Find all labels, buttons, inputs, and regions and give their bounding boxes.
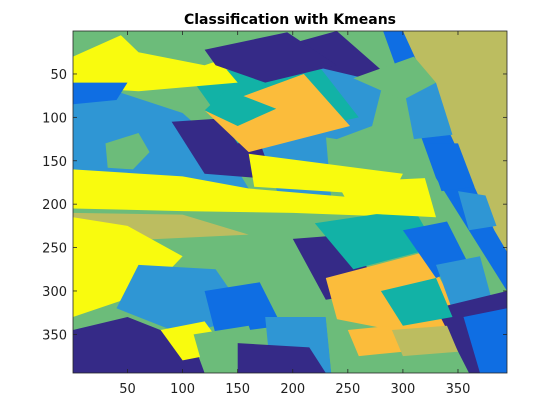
class-region-4: [204, 89, 277, 126]
class-region-1: [73, 317, 205, 373]
y-tick-label: 200: [42, 198, 67, 213]
class-region-4: [380, 278, 453, 326]
class-region-4: [314, 208, 436, 270]
x-tick-label: 50: [119, 382, 136, 397]
class-region-2: [424, 143, 475, 192]
x-axis: 50 100 150 200 250 300 350: [119, 31, 470, 397]
y-axis: 50 100 150 200 250 300 350: [42, 68, 507, 343]
plot-area: [73, 31, 507, 373]
y-tick-label: 100: [42, 111, 67, 126]
y-tick-label: 300: [42, 285, 67, 300]
class-region-8: [336, 178, 436, 218]
class-region-2: [463, 308, 507, 373]
y-tick-label: 50: [50, 68, 67, 83]
class-region-8: [73, 32, 238, 92]
y-tick-label: 250: [42, 242, 67, 257]
class-region-5: [353, 56, 436, 100]
class-region-6: [391, 325, 458, 357]
class-region-7: [204, 74, 350, 153]
x-tick-label: 350: [446, 382, 471, 397]
y-tick-label: 150: [42, 155, 67, 170]
class-region-5: [105, 133, 150, 170]
chart-title: Classification with Kmeans: [184, 12, 396, 28]
class-region-2: [204, 282, 282, 335]
plot-frame: [72, 30, 508, 374]
x-tick-label: 150: [225, 382, 250, 397]
x-tick-label: 100: [170, 382, 195, 397]
class-region-7: [347, 325, 403, 357]
y-tick-label: 350: [42, 328, 67, 343]
x-tick-label: 300: [390, 382, 415, 397]
class-region-1: [204, 32, 337, 83]
x-tick-label: 250: [335, 382, 360, 397]
class-region-8: [73, 217, 183, 317]
x-tick-label: 200: [280, 382, 305, 397]
class-region-2: [73, 82, 128, 105]
class-region-3: [458, 191, 497, 231]
class-region-3: [402, 82, 453, 140]
class-region-8: [73, 169, 384, 217]
class-region-1: [237, 343, 326, 373]
